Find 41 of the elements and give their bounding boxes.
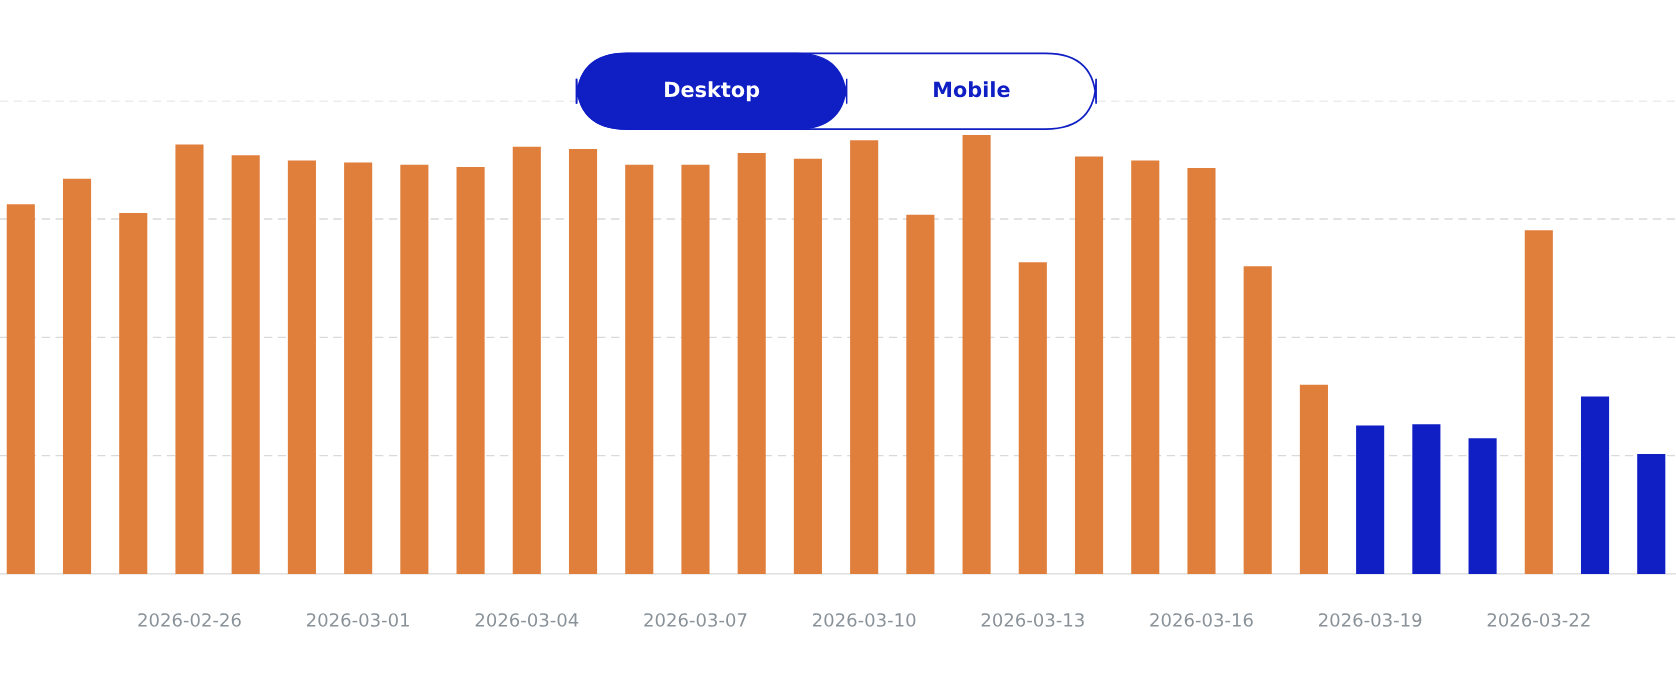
bar	[1637, 454, 1666, 574]
bar	[681, 164, 710, 574]
bar	[231, 155, 260, 574]
bar	[793, 158, 822, 574]
bar	[344, 162, 373, 574]
bar	[1131, 160, 1160, 574]
bar	[1299, 384, 1328, 574]
bar	[1468, 438, 1497, 574]
bar	[906, 214, 935, 574]
bar	[1187, 167, 1216, 574]
bar	[1580, 396, 1610, 574]
x-tick-label: 2026-03-04	[475, 613, 579, 627]
bar	[400, 164, 429, 574]
bar	[962, 134, 991, 574]
bar	[287, 160, 316, 574]
x-tick-label: 2026-03-16	[1150, 613, 1253, 627]
x-tick-label: 2026-03-10	[813, 613, 916, 627]
bar	[1018, 262, 1047, 574]
bar	[119, 213, 148, 574]
bar	[1524, 230, 1553, 574]
bar	[62, 178, 92, 574]
bar	[850, 140, 879, 574]
bar	[456, 167, 485, 574]
x-tick-label: 2026-03-01	[307, 613, 409, 627]
x-tick-label: 2026-02-26	[138, 613, 241, 627]
bar	[568, 149, 598, 574]
x-tick-label: 2026-03-19	[1319, 613, 1422, 627]
bar	[1243, 266, 1272, 574]
bar	[625, 164, 654, 574]
bar	[1356, 425, 1385, 574]
bar	[512, 146, 541, 574]
bar	[737, 152, 766, 574]
text: Desktop	[665, 81, 760, 102]
x-tick-label: 2026-03-07	[644, 613, 747, 627]
bar	[1412, 424, 1441, 574]
bar	[175, 144, 204, 574]
bar	[6, 204, 35, 574]
x-tick-label: 2026-03-13	[981, 613, 1084, 627]
bar	[1074, 156, 1104, 574]
x-tick-label: 2026-03-22	[1487, 613, 1590, 627]
text: Mobile	[934, 81, 1010, 98]
